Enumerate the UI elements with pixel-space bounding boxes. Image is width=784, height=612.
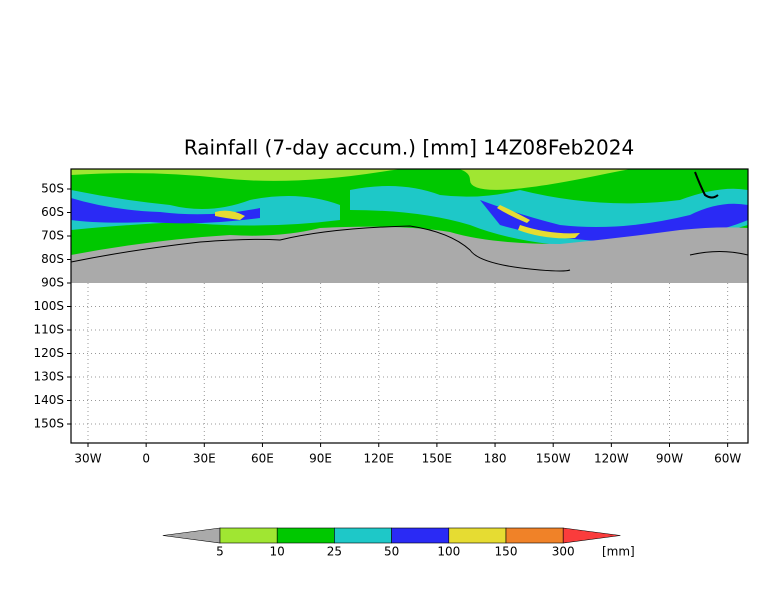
x-tick-label: 0	[142, 452, 150, 466]
colorbar-label: 10	[270, 545, 285, 559]
x-tick-label: 90W	[656, 452, 683, 466]
y-tick-label: 100S	[33, 299, 64, 313]
colorbar-label: 50	[384, 545, 399, 559]
colorbar-arrow	[562, 527, 621, 544]
colorbar-swatch	[448, 527, 507, 544]
y-tick-label: 110S	[33, 323, 64, 337]
y-tick-label: 120S	[33, 346, 64, 360]
colorbar-label: 300	[552, 545, 575, 559]
y-tick-label: 70S	[41, 229, 64, 243]
colorbar-swatch	[276, 527, 335, 544]
x-tick-label: 180	[484, 452, 507, 466]
y-tick-label: 80S	[41, 252, 64, 266]
colorbar-swatch	[334, 527, 392, 544]
colorbar-label: 150	[495, 545, 518, 559]
x-tick-label: 150E	[422, 452, 453, 466]
rainfall-field	[71, 169, 748, 283]
x-tick-label: 120W	[594, 452, 629, 466]
colorbar-label: 25	[327, 545, 342, 559]
y-tick-label: 130S	[33, 370, 64, 384]
colorbar-label: 5	[216, 545, 224, 559]
colorbar-arrow	[162, 527, 221, 544]
y-tick-label: 90S	[41, 276, 64, 290]
colorbar-swatch	[219, 527, 278, 544]
x-tick-label: 60E	[251, 452, 274, 466]
x-tick-label: 60W	[714, 452, 741, 466]
x-tick-label: 120E	[364, 452, 395, 466]
colorbar-label: 100	[437, 545, 460, 559]
axes: 30W 0 30E 60E 90E 120E 150E 180 150W 120W 90W 60W 50…	[33, 182, 741, 466]
colorbar-swatch	[505, 527, 564, 544]
x-tick-label: 30E	[193, 452, 216, 466]
x-tick-label: 150W	[536, 452, 571, 466]
y-tick-label: 150S	[33, 417, 64, 431]
x-tick-label: 90E	[309, 452, 332, 466]
y-tick-label: 60S	[41, 205, 64, 219]
grid	[71, 283, 748, 443]
y-tick-label: 50S	[41, 182, 64, 196]
colorbar-swatch	[391, 527, 450, 544]
colorbar-unit: [mm]	[602, 545, 635, 559]
map-title: Rainfall (7-day accum.) [mm] 14Z08Feb202…	[184, 136, 634, 160]
y-tick-label: 140S	[33, 393, 64, 407]
x-tick-label: 30W	[74, 452, 101, 466]
colorbar: 5 10 25 50 100 150 300 [mm]	[162, 527, 635, 559]
